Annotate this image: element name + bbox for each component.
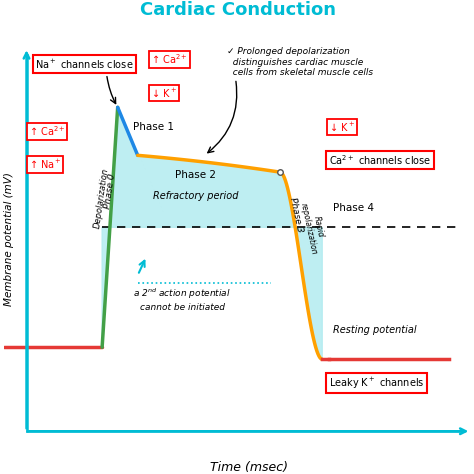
Text: Phase 0: Phase 0	[103, 173, 117, 210]
Text: Membrane potential (mV): Membrane potential (mV)	[4, 173, 14, 306]
Text: Cardiac Conduction: Cardiac Conduction	[140, 1, 336, 19]
Text: Rapid
repolarization: Rapid repolarization	[299, 200, 328, 255]
Text: Phase 1: Phase 1	[133, 121, 174, 132]
Polygon shape	[102, 107, 322, 359]
Text: Resting potential: Resting potential	[333, 326, 417, 336]
Text: a 2$^{nd}$ action potential
cannot be initiated: a 2$^{nd}$ action potential cannot be in…	[133, 287, 231, 312]
Text: ↑ Ca$^{2+}$: ↑ Ca$^{2+}$	[151, 53, 188, 66]
Text: Na$^+$ channels close: Na$^+$ channels close	[36, 58, 134, 71]
Text: Leaky K$^+$ channels: Leaky K$^+$ channels	[329, 376, 424, 391]
Text: Time (msec): Time (msec)	[210, 461, 288, 474]
Text: ↑ Ca$^{2+}$: ↑ Ca$^{2+}$	[29, 125, 65, 138]
Text: Phase 3: Phase 3	[288, 197, 304, 234]
Text: Phase 2: Phase 2	[175, 170, 216, 180]
Text: ↓ K$^+$: ↓ K$^+$	[151, 87, 177, 99]
Text: ✓ Prolonged depolarization
  distinguishes cardiac muscle
  cells from skeletal : ✓ Prolonged depolarization distinguishes…	[227, 47, 373, 77]
Text: Refractory period: Refractory period	[153, 191, 238, 201]
Text: ↑ Na$^+$: ↑ Na$^+$	[29, 158, 62, 172]
Text: Ca$^{2+}$ channels close: Ca$^{2+}$ channels close	[329, 153, 431, 167]
Text: Phase 4: Phase 4	[333, 203, 374, 213]
Text: Depolarization: Depolarization	[92, 168, 110, 229]
Text: ↓ K$^+$: ↓ K$^+$	[329, 120, 355, 133]
